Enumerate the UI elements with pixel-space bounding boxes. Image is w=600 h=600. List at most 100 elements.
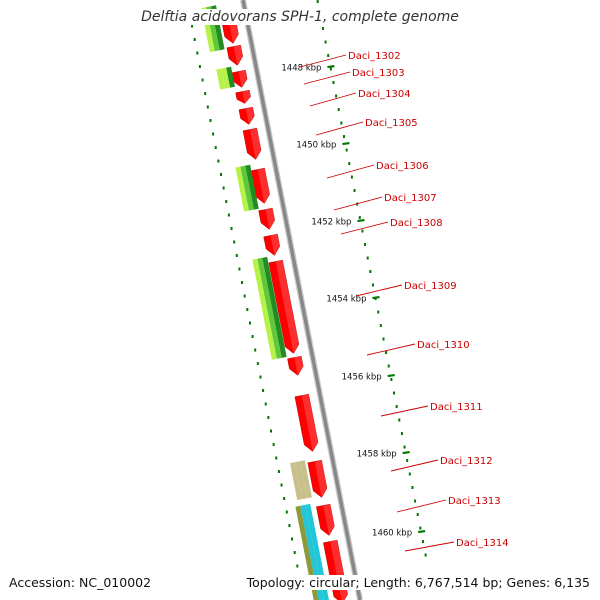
ring-dot (296, 564, 299, 568)
ring-dot (243, 294, 246, 298)
ring-dot (329, 67, 332, 71)
ring-dot (230, 227, 233, 231)
ring-dot (214, 146, 217, 150)
scale-tick (327, 64, 335, 69)
cds-feature (258, 207, 275, 230)
genome-summary-text: Topology: circular; Length: 6,767,514 bp… (242, 575, 590, 590)
gene-feature (235, 166, 249, 212)
label-leader-line (340, 221, 389, 235)
ring-dot (272, 443, 275, 447)
gene-feature (257, 257, 282, 359)
ring-dot (254, 348, 257, 352)
gene-label: Daci_1304 (358, 89, 411, 100)
ring-dot (406, 459, 409, 463)
ring-dot (321, 27, 324, 31)
ring-dot (248, 321, 251, 325)
ring-dot (358, 216, 361, 220)
ring-dot (424, 553, 427, 557)
ring-dot (283, 497, 286, 501)
ring-dot (353, 189, 356, 193)
gene-feature (245, 164, 259, 210)
gene-label: Daci_1312 (440, 456, 493, 467)
ring-dot (201, 78, 204, 82)
ring-dot (393, 391, 396, 395)
ring-dot (191, 24, 194, 28)
ring-dot (403, 445, 406, 449)
ring-dot (387, 364, 390, 368)
gene-labels: Daci_1302 Daci_1303 Daci_1304 Daci_1305 Daci… (299, 51, 509, 552)
ring-dot (340, 121, 343, 125)
cds-feature (226, 44, 243, 66)
gene-label: Daci_1309 (404, 281, 457, 292)
scale-tick-label: 1456 kbp (342, 373, 382, 383)
gene-feature (290, 462, 303, 501)
ring-dot (275, 456, 278, 460)
gene-label: Daci_1303 (352, 68, 405, 79)
gene-feature (252, 258, 277, 360)
ring-dot (246, 308, 249, 312)
ring-dot (398, 418, 401, 422)
gene-label: Daci_1308 (390, 218, 443, 229)
scale-tick (402, 450, 410, 455)
ring-dot (361, 229, 364, 233)
scale-tick-label: 1448 kbp (281, 64, 321, 74)
ring-dot (225, 200, 228, 204)
ring-dot (280, 483, 283, 487)
ring-dot (369, 270, 372, 274)
gene-feature (216, 68, 226, 90)
gene-feature (294, 461, 308, 500)
label-leader-line (390, 459, 439, 472)
ring-dot (414, 499, 417, 503)
cds-feature (307, 459, 328, 498)
backbone-line (241, 0, 362, 600)
ring-dot (235, 254, 238, 258)
gene-label: Daci_1313 (448, 496, 501, 507)
cds-feature (238, 106, 255, 125)
scale-tick-label: 1460 kbp (372, 529, 412, 539)
ring-dot (327, 54, 330, 58)
gene-label: Daci_1311 (430, 402, 483, 413)
ring-dot (241, 281, 244, 285)
cds-feature (323, 539, 348, 600)
ring-dot (259, 375, 262, 379)
ring-dot (209, 119, 212, 123)
ring-dot (204, 92, 207, 96)
label-leader-line (303, 71, 351, 85)
label-leader-line (380, 405, 429, 417)
label-leader-line (355, 284, 403, 297)
scale-tick-label: 1450 kbp (296, 141, 336, 151)
gene-label: Daci_1310 (417, 340, 470, 351)
ring-dot (262, 389, 265, 393)
ring-dot (288, 524, 291, 528)
ring-dot (293, 551, 296, 555)
ring-dot (345, 148, 348, 152)
label-leader-line (299, 54, 347, 68)
gene-feature (226, 66, 235, 88)
gene-label: Daci_1307 (384, 193, 437, 204)
cds-feature (268, 259, 300, 354)
gene-feature (240, 165, 254, 211)
scale-tick (387, 373, 395, 378)
ring-dot (285, 510, 288, 514)
scale-tick-label: 1454 kbp (326, 295, 366, 305)
ring-dot (366, 256, 369, 260)
ring-dot (270, 429, 273, 433)
ring-dot (335, 94, 338, 98)
ring-dot (377, 310, 380, 314)
label-leader-line (366, 343, 416, 356)
ring-dot (193, 38, 196, 42)
ring-dot (408, 472, 411, 476)
ring-dot (227, 213, 230, 217)
ring-dot (251, 335, 254, 339)
ring-dot (411, 486, 414, 490)
ring-dot (206, 105, 209, 109)
ring-dot (385, 351, 388, 355)
ring-dot (324, 40, 327, 44)
label-leader-line (333, 196, 383, 211)
ring-dot (350, 175, 353, 179)
label-leader-line (326, 164, 375, 179)
ring-dot (348, 162, 351, 166)
